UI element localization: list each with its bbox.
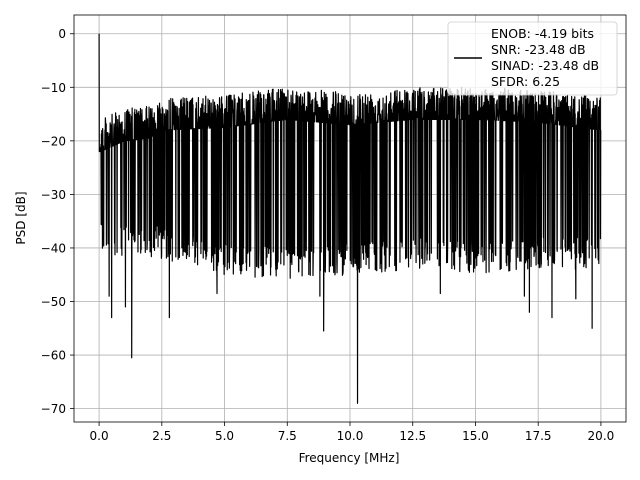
x-axis-label: Frequency [MHz] (299, 451, 400, 465)
x-tick-label: 10.0 (337, 429, 364, 443)
x-tick-label: 12.5 (399, 429, 426, 443)
y-tick-label: −40 (41, 241, 66, 255)
psd-series-line (98, 33, 602, 404)
x-tick-label: 15.0 (462, 429, 489, 443)
x-tick-label: 0.0 (90, 429, 109, 443)
y-tick-label: −70 (41, 402, 66, 416)
y-tick-label: −50 (41, 295, 66, 309)
x-tick-label: 7.5 (278, 429, 297, 443)
x-tick-label: 20.0 (588, 429, 615, 443)
y-tick-label: −20 (41, 134, 66, 148)
y-tick-label: −10 (41, 81, 66, 95)
legend-snr: SNR: -23.48 dB (491, 42, 586, 57)
legend-enob: ENOB: -4.19 bits (491, 26, 594, 41)
x-tick-label: 17.5 (525, 429, 552, 443)
y-tick-label: −60 (41, 349, 66, 363)
legend-sinad: SINAD: -23.48 dB (491, 58, 599, 73)
x-tick-label: 2.5 (152, 429, 171, 443)
y-axis-ticks: 0 −10 −20 −30 −40 −50 −60 −70 (41, 27, 74, 416)
legend: ENOB: -4.19 bits SNR: -23.48 dB SINAD: -… (447, 21, 618, 96)
x-tick-label: 5.0 (215, 429, 234, 443)
y-tick-label: 0 (58, 27, 66, 41)
legend-sfdr: SFDR: 6.25 (491, 74, 560, 89)
legend-box (447, 21, 618, 96)
x-axis-ticks: 0.0 2.5 5.0 7.5 10.0 12.5 15.0 17.5 20.0 (90, 422, 615, 443)
y-axis-label: PSD [dB] (14, 191, 28, 244)
y-tick-label: −30 (41, 188, 66, 202)
